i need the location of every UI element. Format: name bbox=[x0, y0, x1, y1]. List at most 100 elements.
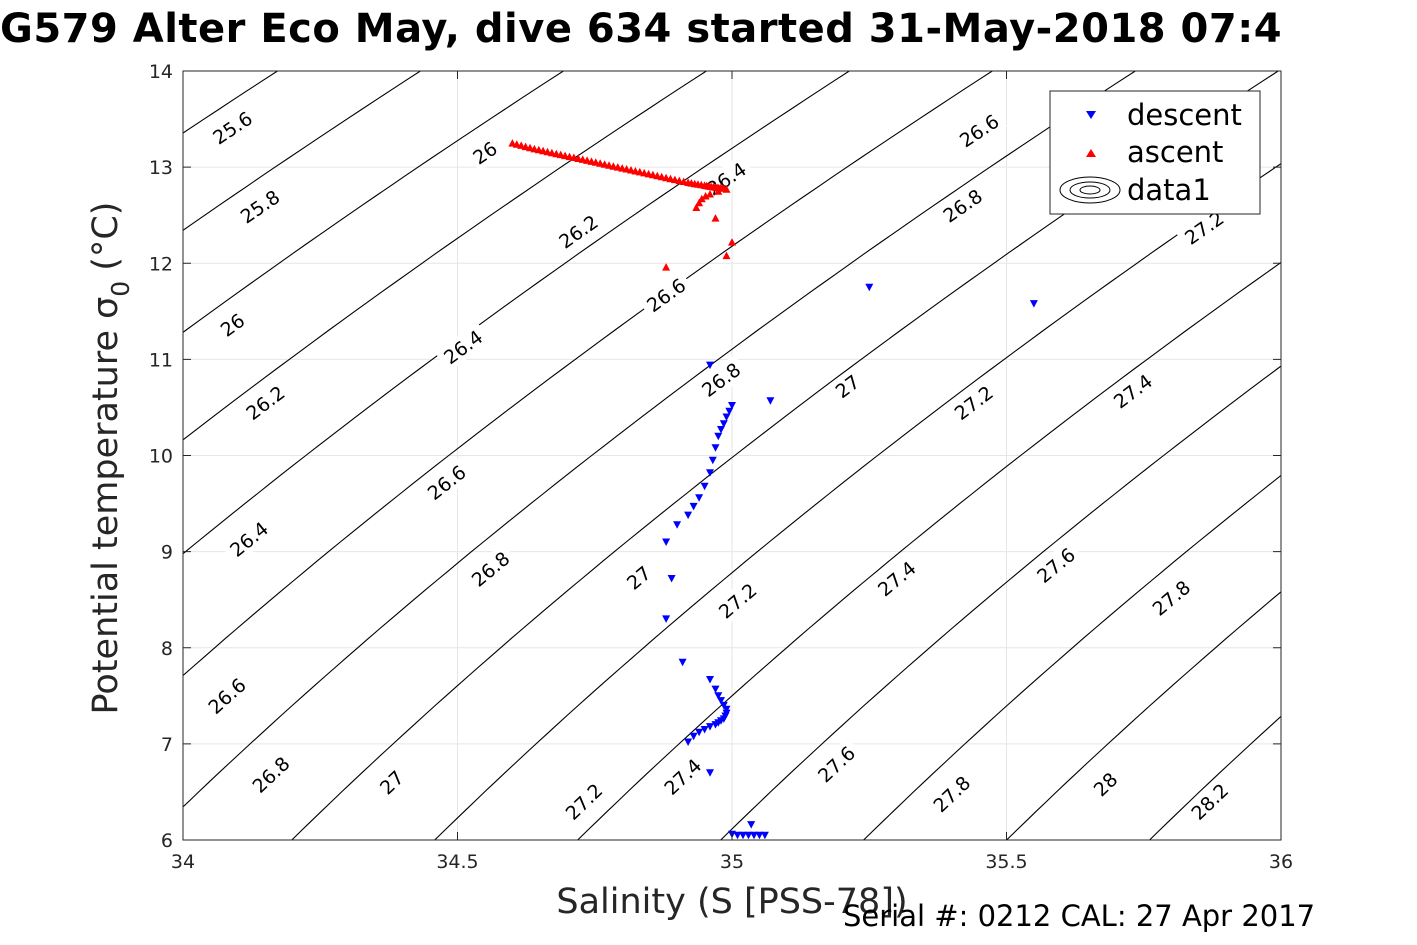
x-tick-label-1: 34.5 bbox=[436, 851, 478, 873]
y-tick-label-4: 10 bbox=[149, 446, 173, 468]
descent-point-18 bbox=[662, 538, 671, 546]
contour-label-bg bbox=[619, 558, 658, 597]
legend-descent-marker bbox=[1086, 111, 1096, 119]
chart-title: G579 Alter Eco May, dive 634 started 31-… bbox=[0, 6, 1283, 52]
density-contour-26 bbox=[183, 71, 565, 334]
descent-point-11 bbox=[708, 456, 717, 465]
contour-label-bg bbox=[1104, 365, 1161, 417]
descent-point-38 bbox=[684, 738, 693, 746]
legend-ascent-label: ascent bbox=[1127, 135, 1223, 169]
descent-point-7 bbox=[719, 420, 728, 428]
contour-label-bg bbox=[655, 750, 710, 804]
descent-point-44 bbox=[750, 831, 758, 840]
axis-ticks: 34 34.5 35 35.5 36 6 7 8 9 10 11 12 13 14 bbox=[149, 61, 1293, 873]
ascent-trace-point bbox=[679, 177, 688, 185]
descent-point-34 bbox=[706, 723, 714, 731]
contour-label-bg bbox=[1086, 765, 1125, 804]
descent-point-4 bbox=[728, 402, 736, 410]
contour-label-bg bbox=[237, 377, 294, 428]
ascent-point-18 bbox=[692, 203, 701, 211]
descent-point-20 bbox=[662, 615, 671, 623]
y-axis-label-main: Potential temperature σ bbox=[86, 297, 126, 715]
y-tick-label-2: 8 bbox=[161, 638, 173, 660]
descent-point-35 bbox=[700, 726, 709, 734]
descent-point-0 bbox=[865, 283, 874, 292]
ascent-point-17 bbox=[695, 198, 704, 207]
ascent-point-19 bbox=[711, 214, 720, 222]
contour-label-bg bbox=[1182, 774, 1237, 829]
descent-point-22 bbox=[706, 676, 714, 684]
descent-point-47 bbox=[747, 821, 756, 829]
contour-label-bg bbox=[698, 154, 755, 204]
descent-point-43 bbox=[744, 831, 753, 840]
contour-label-bg bbox=[199, 669, 255, 723]
contour-label-bg bbox=[372, 763, 411, 802]
contour-label-bg bbox=[243, 748, 298, 802]
descent-point-25 bbox=[717, 697, 725, 705]
y-axis-label-subscript: 0 bbox=[106, 281, 135, 297]
density-contour-26-2 bbox=[183, 71, 708, 441]
descent-point-2 bbox=[706, 361, 714, 370]
descent-point-21 bbox=[678, 658, 687, 667]
descent-point-3 bbox=[766, 397, 775, 405]
legend-ascent-marker bbox=[1086, 149, 1096, 157]
density-contour-26-6 bbox=[183, 71, 994, 677]
contour-label-bg bbox=[828, 367, 867, 405]
descent-point-1 bbox=[1029, 300, 1038, 308]
descent-point-5 bbox=[725, 407, 734, 416]
legend-data1-contour-icon bbox=[1059, 176, 1121, 204]
ascent-trace-point bbox=[512, 140, 521, 148]
ascent-trace-point bbox=[613, 163, 622, 171]
descent-point-45 bbox=[755, 831, 764, 840]
x-tick-label-3: 35.5 bbox=[985, 851, 1027, 873]
y-tick-label-0: 6 bbox=[161, 830, 173, 852]
descent-point-10 bbox=[711, 444, 720, 452]
contour-label-bg bbox=[1175, 203, 1233, 253]
ascent-point-15 bbox=[701, 192, 710, 200]
x-tick-label-4: 36 bbox=[1269, 851, 1293, 873]
descent-point-16 bbox=[684, 511, 693, 520]
descent-point-41 bbox=[733, 831, 742, 840]
ascent-trace-point bbox=[718, 184, 727, 192]
descent-point-12 bbox=[706, 469, 714, 477]
descent-point-46 bbox=[760, 831, 769, 840]
contour-label-bg bbox=[418, 456, 475, 508]
descent-point-19 bbox=[667, 575, 676, 583]
contour-label-bg bbox=[945, 377, 1002, 428]
descent-point-13 bbox=[700, 482, 709, 491]
x-tick-label-0: 34 bbox=[171, 851, 195, 873]
descent-point-33 bbox=[711, 721, 720, 729]
density-contour-26-4 bbox=[183, 71, 851, 555]
ascent-trace-point bbox=[547, 148, 556, 157]
y-tick-label-1: 7 bbox=[161, 734, 173, 756]
ascent-point-21 bbox=[722, 251, 731, 260]
descent-point-27 bbox=[722, 705, 731, 714]
density-contour-28-2 bbox=[1148, 715, 1281, 840]
density-contour-28 bbox=[1005, 591, 1281, 840]
contour-label-bg bbox=[556, 774, 611, 829]
y-axis-label: Potential temperature σ0 (°C) bbox=[86, 202, 135, 715]
contour-label-bg bbox=[1028, 539, 1084, 591]
y-axis-label-unit: (°C) bbox=[86, 202, 126, 271]
legend-data1-label: data1 bbox=[1127, 173, 1211, 207]
contour-label-bg bbox=[950, 106, 1008, 155]
contour-label-bg bbox=[869, 552, 925, 605]
contour-label-bg bbox=[434, 321, 492, 372]
density-contours bbox=[183, 71, 1281, 840]
y-tick-label-8: 14 bbox=[149, 61, 173, 83]
data-series bbox=[508, 139, 1038, 840]
descent-point-17 bbox=[673, 521, 682, 529]
descent-point-26 bbox=[719, 701, 728, 710]
contour-label-bg bbox=[1143, 571, 1199, 624]
y-tick-label-7: 13 bbox=[149, 157, 173, 179]
contour-label-bg bbox=[709, 574, 766, 627]
ascent-trace-point bbox=[591, 158, 600, 166]
contour-label-bg bbox=[204, 103, 261, 153]
y-tick-label-5: 11 bbox=[149, 349, 173, 371]
descent-point-39 bbox=[706, 769, 714, 777]
descent-point-8 bbox=[717, 426, 725, 434]
y-tick-label-6: 12 bbox=[149, 253, 173, 275]
contour-label-bg bbox=[934, 180, 991, 231]
descent-point-23 bbox=[711, 685, 720, 694]
density-contour-27-6 bbox=[719, 365, 1281, 840]
